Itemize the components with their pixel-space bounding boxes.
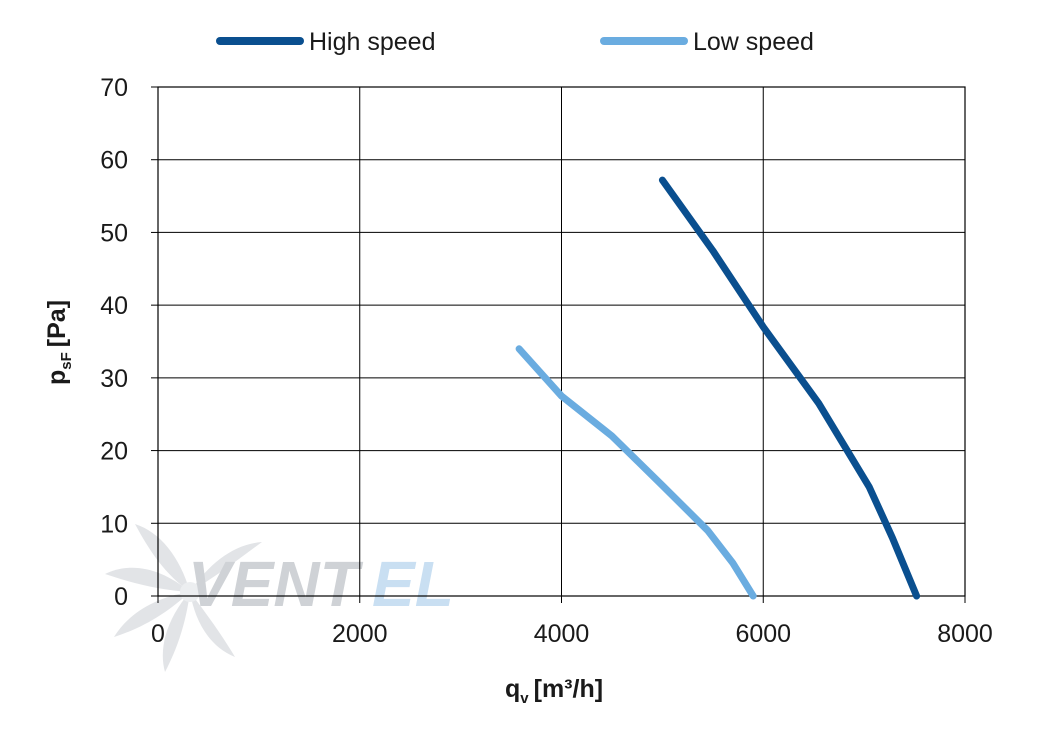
- legend-label-low-speed: Low speed: [693, 28, 814, 56]
- y-axis-title-main: p: [43, 370, 71, 385]
- y-tick-label: 0: [114, 583, 128, 611]
- y-tick-label: 70: [100, 74, 128, 102]
- grid: [157, 86, 966, 597]
- series-line-low-speed: [515, 345, 757, 600]
- series-line-high-speed: [658, 176, 921, 600]
- y-tick-label: 40: [100, 292, 128, 320]
- y-tick-label: 60: [100, 147, 128, 175]
- x-tick-label: 6000: [735, 620, 791, 648]
- fan-icon: [105, 524, 262, 672]
- legend: High speed Low speed: [216, 28, 814, 56]
- x-axis-ticks: 0 2000 4000 6000 8000: [151, 596, 993, 648]
- y-axis-title: psF [Pa]: [43, 300, 75, 385]
- y-tick-label: 20: [100, 438, 128, 466]
- y-axis-title-unit: [Pa]: [43, 300, 71, 347]
- y-axis-title-sub: sF: [58, 352, 75, 370]
- x-axis-title-main: q: [505, 675, 520, 703]
- x-tick-label: 4000: [534, 620, 590, 648]
- watermark-text-a: VENT: [188, 548, 364, 620]
- x-axis-title-sub: v: [520, 690, 529, 707]
- x-axis-title: qv [m³/h]: [505, 675, 603, 707]
- legend-label-high-speed: High speed: [309, 28, 435, 56]
- y-axis-ticks: 0 10 20 30 40 50 60 70: [100, 74, 158, 611]
- watermark-text-b: EL: [372, 548, 454, 620]
- y-tick-label: 10: [100, 510, 128, 538]
- series-lines: [515, 176, 921, 600]
- y-tick-label: 30: [100, 365, 128, 393]
- x-tick-label: 8000: [937, 620, 993, 648]
- y-tick-label: 50: [100, 219, 128, 247]
- x-axis-title-unit: [m³/h]: [534, 675, 603, 703]
- watermark-logo: VENT EL: [105, 524, 454, 672]
- x-tick-label: 0: [151, 620, 165, 648]
- x-tick-label: 2000: [332, 620, 388, 648]
